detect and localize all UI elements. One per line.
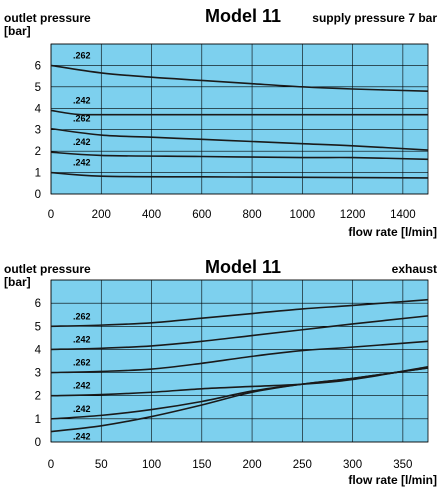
x-tick-label: 0 bbox=[48, 209, 54, 221]
x-tick-label: 50 bbox=[95, 459, 108, 471]
series-line bbox=[50, 365, 429, 397]
series-line bbox=[50, 298, 429, 328]
condition-label: exhaust bbox=[392, 262, 437, 276]
chart-title: Model 11 bbox=[205, 257, 281, 277]
y-tick-label: 4 bbox=[35, 344, 42, 356]
x-tick-label: 0 bbox=[48, 459, 54, 471]
x-tick-label: 100 bbox=[142, 459, 161, 471]
series-line bbox=[50, 340, 429, 374]
y-tick-label: 2 bbox=[35, 146, 41, 158]
series-label: .242 bbox=[73, 137, 91, 147]
x-tick-label: 150 bbox=[192, 459, 211, 471]
x-tick-label: 600 bbox=[192, 209, 211, 221]
x-tick-label: 300 bbox=[343, 459, 362, 471]
x-tick-label: 1000 bbox=[290, 209, 316, 221]
series-label: .242 bbox=[73, 432, 91, 442]
x-tick-label: 200 bbox=[242, 459, 261, 471]
x-tick-label: 1200 bbox=[340, 209, 366, 221]
x-axis-label: flow rate [l/min] bbox=[348, 473, 437, 487]
x-tick-label: 200 bbox=[92, 209, 111, 221]
plot-area bbox=[51, 44, 428, 194]
y-tick-label: 5 bbox=[35, 321, 41, 333]
y-axis-unit: [bar] bbox=[4, 275, 31, 289]
series-label: .242 bbox=[73, 404, 91, 414]
y-tick-label: 2 bbox=[35, 391, 41, 403]
series-line bbox=[50, 171, 429, 179]
series-label: .242 bbox=[73, 158, 91, 168]
series-line bbox=[50, 109, 428, 116]
y-axis-label: outlet pressure bbox=[4, 262, 91, 276]
series-line bbox=[50, 315, 429, 351]
series-label: .242 bbox=[73, 381, 91, 391]
condition-label: supply pressure 7 bar bbox=[312, 11, 437, 25]
y-axis-unit: [bar] bbox=[4, 24, 31, 38]
series-line bbox=[50, 64, 429, 92]
y-tick-label: 0 bbox=[35, 437, 41, 449]
series-line bbox=[50, 151, 429, 161]
series-label: .262 bbox=[73, 311, 91, 321]
y-tick-label: 1 bbox=[35, 414, 41, 426]
plot-area bbox=[51, 280, 428, 442]
x-tick-label: 350 bbox=[393, 459, 412, 471]
x-tick-label: 1400 bbox=[390, 209, 416, 221]
series-label: .262 bbox=[73, 358, 91, 368]
x-axis-label: flow rate [l/min] bbox=[348, 225, 437, 239]
plot-frame bbox=[50, 43, 429, 195]
y-tick-label: 3 bbox=[35, 125, 41, 137]
x-tick-label: 400 bbox=[142, 209, 161, 221]
y-axis-label: outlet pressure bbox=[4, 11, 91, 25]
y-tick-label: 3 bbox=[35, 368, 41, 380]
series-line bbox=[50, 367, 429, 433]
y-tick-label: 0 bbox=[35, 189, 41, 201]
series-label: .242 bbox=[73, 95, 91, 105]
y-tick-label: 4 bbox=[35, 103, 42, 115]
x-tick-label: 250 bbox=[293, 459, 312, 471]
y-tick-label: 6 bbox=[35, 60, 41, 72]
series-label: .262 bbox=[73, 50, 91, 60]
y-tick-label: 6 bbox=[35, 298, 41, 310]
series-line bbox=[50, 127, 429, 151]
y-tick-label: 5 bbox=[35, 82, 41, 94]
x-tick-label: 800 bbox=[242, 209, 261, 221]
series-label: .242 bbox=[73, 334, 91, 344]
chart-title: Model 11 bbox=[205, 6, 281, 26]
series-label: .262 bbox=[73, 114, 91, 124]
plot-frame bbox=[50, 279, 429, 443]
chart-2 bbox=[50, 279, 429, 443]
chart-1 bbox=[50, 43, 429, 195]
y-tick-label: 1 bbox=[35, 168, 41, 180]
